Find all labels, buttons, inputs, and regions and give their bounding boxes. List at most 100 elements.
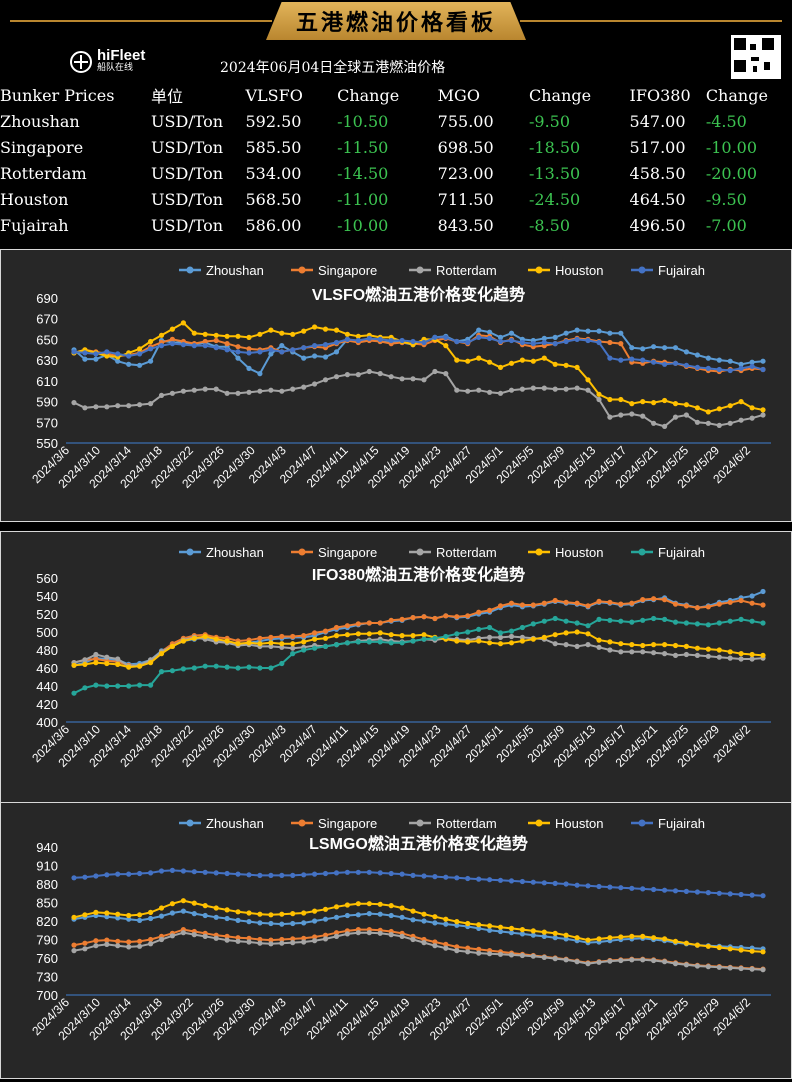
data-point-singapore xyxy=(71,942,77,948)
data-point-houston xyxy=(694,645,701,651)
data-point-fujairah xyxy=(487,624,493,631)
data-point-rotterdam xyxy=(640,649,646,655)
data-point-fujairah xyxy=(585,883,591,889)
data-point-fujairah xyxy=(640,617,646,623)
data-point-houston xyxy=(224,638,230,644)
table-cell: -10.00 xyxy=(337,215,389,235)
data-point-rotterdam xyxy=(497,951,504,957)
data-point-rotterdam xyxy=(683,962,690,968)
data-point-houston xyxy=(662,642,668,648)
data-point-fujairah xyxy=(366,335,372,341)
data-point-singapore xyxy=(476,609,482,615)
data-point-rotterdam xyxy=(487,389,493,395)
data-point-zhoushan xyxy=(158,913,165,919)
data-point-fujairah xyxy=(541,618,547,624)
data-point-fujairah xyxy=(82,685,88,691)
data-point-houston xyxy=(257,331,263,337)
legend-marker-rotterdam xyxy=(416,819,424,827)
data-point-houston xyxy=(235,333,241,339)
data-point-rotterdam xyxy=(268,941,274,947)
data-point-fujairah xyxy=(596,616,602,622)
data-point-rotterdam xyxy=(279,644,285,650)
data-point-singapore xyxy=(322,628,329,634)
lsmgo-trend-chart: Zhoushan Singapore Rotterdam Houston Fujaira… xyxy=(29,816,771,1043)
data-point-fujairah xyxy=(257,349,263,355)
data-point-fujairah xyxy=(487,877,493,883)
data-point-zhoushan xyxy=(563,330,569,336)
data-point-zhoushan xyxy=(290,920,296,927)
data-point-houston xyxy=(344,902,350,908)
data-point-houston xyxy=(476,355,482,361)
data-point-fujairah xyxy=(618,885,624,891)
data-point-houston xyxy=(191,900,197,906)
dashboard-title-banner: 五港燃油价格看板 xyxy=(266,2,526,40)
data-point-singapore xyxy=(443,613,449,619)
data-point-singapore xyxy=(104,937,110,943)
data-point-rotterdam xyxy=(312,381,318,387)
data-point-houston xyxy=(749,651,755,658)
data-point-rotterdam xyxy=(508,633,515,640)
data-point-zhoushan xyxy=(760,588,766,595)
data-point-zhoushan xyxy=(497,334,504,340)
data-point-fujairah xyxy=(213,870,219,876)
data-point-fujairah xyxy=(268,347,274,353)
data-point-singapore xyxy=(596,598,602,604)
data-point-fujairah xyxy=(574,620,580,626)
data-point-fujairah xyxy=(454,338,460,345)
legend-label-zhoushan: Zhoushan xyxy=(206,263,264,278)
data-point-rotterdam xyxy=(104,404,110,410)
data-point-fujairah xyxy=(497,877,504,883)
data-point-rotterdam xyxy=(662,959,668,965)
data-point-rotterdam xyxy=(727,965,733,971)
series-line-singapore xyxy=(73,597,764,668)
data-point-houston xyxy=(213,905,219,911)
data-point-rotterdam xyxy=(246,389,252,395)
table-cell: -24.50 xyxy=(528,189,581,209)
series-line-singapore xyxy=(73,928,764,971)
data-point-fujairah xyxy=(355,639,361,645)
data-point-houston xyxy=(290,331,296,337)
data-point-houston xyxy=(672,642,679,649)
data-point-singapore xyxy=(224,341,230,347)
data-point-fujairah xyxy=(246,872,252,878)
data-point-fujairah xyxy=(476,626,482,632)
data-point-singapore xyxy=(257,936,263,943)
data-point-rotterdam xyxy=(344,931,350,937)
data-point-zhoushan xyxy=(530,932,536,938)
data-point-rotterdam xyxy=(465,388,471,394)
data-point-rotterdam xyxy=(104,654,110,660)
data-point-rotterdam xyxy=(487,634,493,640)
data-point-singapore xyxy=(541,600,547,606)
table-row: Houston USD/Ton 568.50 -11.00 711.50 -24.50 46… xyxy=(0,186,792,212)
data-point-fujairah xyxy=(662,616,668,622)
data-point-zhoushan xyxy=(410,917,416,923)
data-point-houston xyxy=(126,664,132,670)
data-point-singapore xyxy=(497,603,504,609)
data-point-singapore xyxy=(93,656,99,662)
data-point-houston xyxy=(355,631,361,637)
data-point-rotterdam xyxy=(497,390,504,396)
data-point-singapore xyxy=(388,617,394,623)
data-point-singapore xyxy=(508,600,515,606)
data-point-houston xyxy=(640,933,646,939)
table-cell: 464.50 xyxy=(629,189,686,209)
data-point-rotterdam xyxy=(137,943,143,949)
data-point-fujairah xyxy=(115,871,121,877)
data-point-rotterdam xyxy=(760,967,766,973)
y-tick-label: 500 xyxy=(36,625,58,640)
data-point-singapore xyxy=(268,634,274,640)
table-cell: 517.00 xyxy=(629,137,686,157)
data-point-singapore xyxy=(322,932,329,938)
data-point-fujairah xyxy=(694,621,701,627)
data-point-houston xyxy=(454,357,460,363)
data-point-rotterdam xyxy=(279,388,285,394)
data-point-fujairah xyxy=(279,349,285,355)
data-point-rotterdam xyxy=(618,412,624,418)
data-point-houston xyxy=(683,643,690,649)
data-point-houston xyxy=(727,403,733,409)
data-point-houston xyxy=(683,402,690,408)
data-point-rotterdam xyxy=(651,650,657,656)
data-point-houston xyxy=(563,932,569,938)
table-cell: -11.00 xyxy=(337,189,389,209)
table-cell: -14.50 xyxy=(337,163,389,183)
